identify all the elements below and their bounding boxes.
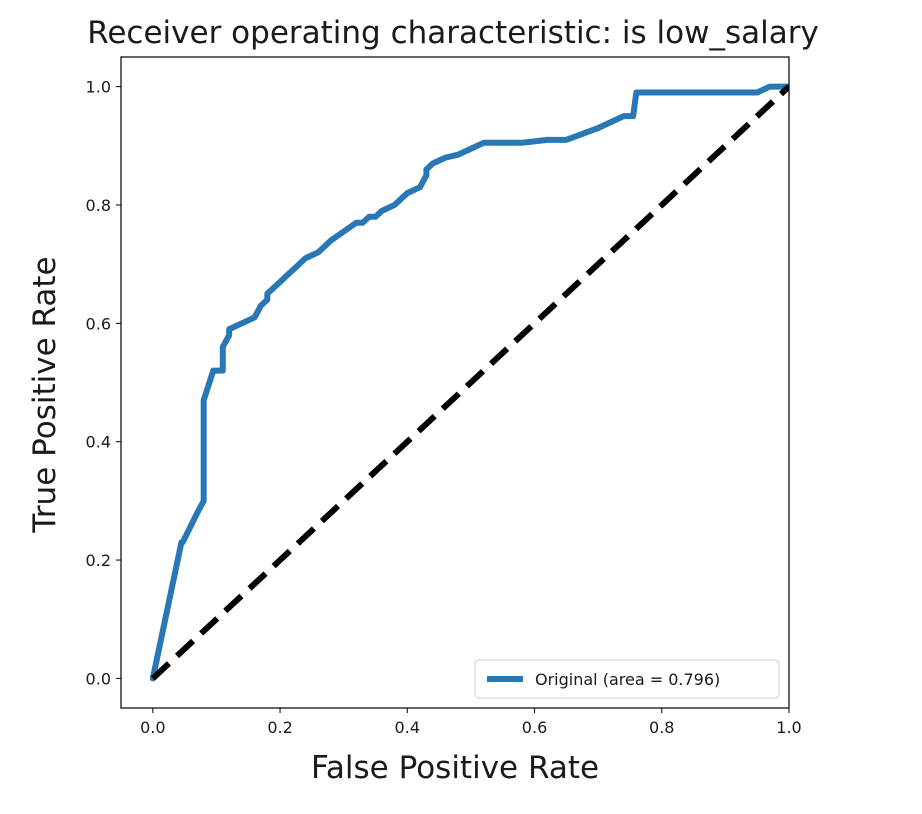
y-tick-label: 0.2 <box>86 551 111 570</box>
x-tick-label: 0.0 <box>140 718 165 737</box>
y-tick-label: 0.6 <box>86 314 111 333</box>
x-tick-label: 0.8 <box>649 718 674 737</box>
chart-title: Receiver operating characteristic: is lo… <box>87 15 819 51</box>
x-tick-label: 1.0 <box>776 718 801 737</box>
x-axis-label: False Positive Rate <box>311 750 599 786</box>
roc-curve-line <box>149 83 789 682</box>
y-tick-label: 0.8 <box>86 196 111 215</box>
chance-diagonal-line <box>150 84 789 681</box>
legend-label: Original (area = 0.796) <box>535 670 720 689</box>
x-tick-label: 0.4 <box>395 718 420 737</box>
y-tick-label: 1.0 <box>86 78 111 97</box>
legend-box <box>474 659 780 699</box>
plot-frame <box>120 56 790 709</box>
y-tick-label: 0.4 <box>86 433 111 452</box>
y-tick-label: 0.0 <box>86 669 111 688</box>
x-tick-label: 0.2 <box>267 718 292 737</box>
y-axis-label: True Positive Rate <box>27 256 63 533</box>
x-tick-label: 0.6 <box>522 718 547 737</box>
